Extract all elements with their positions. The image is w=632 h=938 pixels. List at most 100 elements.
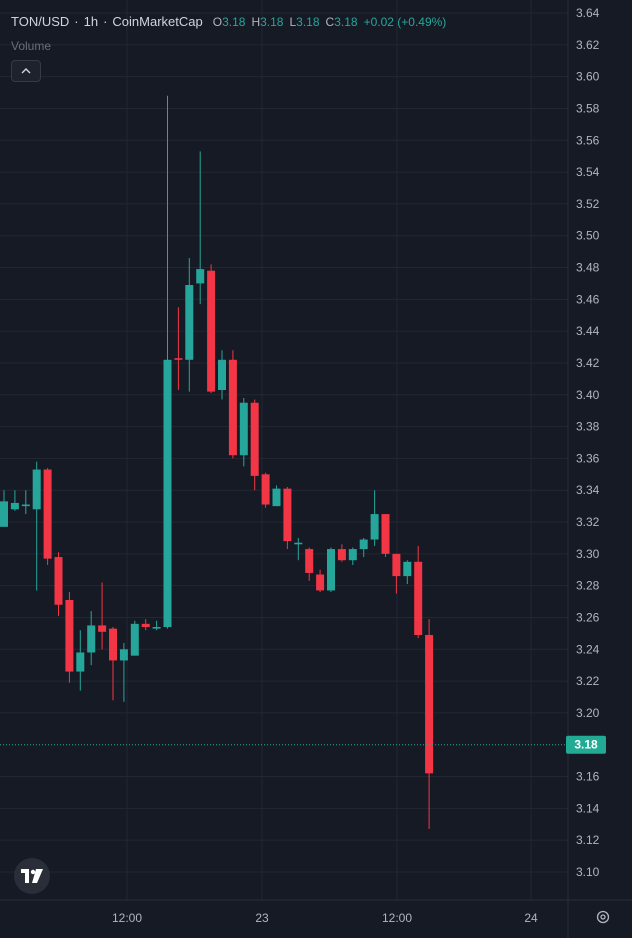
candle-body: [239, 402, 248, 456]
candle-body: [163, 359, 172, 628]
candle-body: [327, 549, 335, 591]
candle: [425, 619, 434, 830]
gear-icon[interactable]: [594, 908, 612, 926]
y-tick-label: 3.50: [576, 229, 600, 243]
candle: [261, 472, 270, 508]
symbol-legend: TON/USD · 1h · CoinMarketCap O3.18 H3.18…: [11, 14, 446, 29]
candle: [327, 547, 335, 593]
candle: [392, 553, 401, 594]
last-price-label: 3.18: [574, 738, 598, 752]
candle: [109, 627, 117, 701]
candle-body: [250, 402, 259, 476]
y-tick-label: 3.56: [576, 133, 600, 147]
interval-label[interactable]: 1h: [83, 14, 99, 29]
candle-body: [261, 474, 270, 505]
y-tick-label: 3.44: [576, 324, 600, 338]
y-tick-label: 3.62: [576, 38, 600, 52]
y-tick-label: 3.48: [576, 261, 600, 275]
candle: [305, 547, 314, 581]
candle-body: [76, 652, 85, 672]
legend-separator: ·: [74, 14, 79, 29]
symbol-name[interactable]: TON/USD: [11, 14, 70, 29]
price-change: +0.02 (+0.49%): [363, 14, 447, 29]
data-source-label: CoinMarketCap: [112, 14, 203, 29]
candle-body: [109, 628, 117, 661]
candle: [21, 490, 30, 515]
ohlc-low: L3.18: [289, 15, 319, 29]
candle-body: [21, 504, 30, 507]
candle-body: [283, 488, 292, 542]
y-tick-label: 3.24: [576, 642, 600, 656]
candle: [87, 611, 96, 666]
tradingview-logo-icon[interactable]: [14, 858, 50, 894]
candle: [65, 592, 74, 683]
candle-body: [98, 625, 107, 632]
legend-separator: ·: [103, 14, 108, 29]
candle: [130, 620, 139, 656]
candle: [0, 490, 8, 527]
y-tick-label: 3.58: [576, 101, 600, 115]
candle-body: [348, 549, 357, 561]
y-tick-label: 3.26: [576, 610, 600, 624]
y-tick-label: 3.12: [576, 833, 600, 847]
high-label: H: [251, 14, 261, 29]
last-price-badge: [566, 735, 606, 754]
candle: [119, 642, 128, 702]
y-tick-label: 3.54: [576, 165, 600, 179]
candle-body: [316, 574, 325, 591]
x-tick-label: 23: [255, 911, 269, 925]
y-tick-label: 3.32: [576, 515, 600, 529]
candle: [370, 490, 379, 546]
candle-body: [272, 488, 281, 507]
candle-body: [174, 358, 183, 360]
price-axis[interactable]: 3.64 3.62 3.60 3.58 3.56 3.54 3.52 3.50 3.48 3.46…: [566, 6, 606, 879]
ohlc-close: C3.18: [326, 15, 358, 29]
candle: [98, 582, 107, 650]
candle: [337, 544, 346, 562]
candle-body: [425, 634, 434, 774]
candle-body: [359, 539, 368, 550]
candle: [10, 490, 19, 511]
candle-body: [32, 469, 41, 510]
candle: [381, 514, 390, 558]
y-tick-label: 3.30: [576, 547, 600, 561]
y-tick-label: 3.40: [576, 388, 600, 402]
candle: [359, 537, 368, 558]
candles: [0, 95, 434, 830]
open-value: 3.18: [222, 14, 246, 29]
candle: [250, 399, 259, 491]
candle: [185, 257, 194, 392]
collapse-legend-button[interactable]: [11, 60, 41, 82]
candle-body: [152, 627, 161, 629]
candle-body: [337, 549, 346, 561]
candle: [32, 461, 41, 591]
candle-body: [218, 359, 226, 391]
candle: [239, 397, 248, 467]
candle-body: [0, 501, 8, 527]
candle: [152, 620, 161, 631]
candle-body: [54, 557, 63, 605]
candle: [141, 619, 150, 631]
y-tick-label: 3.16: [576, 770, 600, 784]
candle-body: [381, 514, 390, 554]
candle: [174, 307, 183, 391]
candle: [54, 552, 63, 616]
x-tick-label: 12:00: [382, 911, 412, 925]
candle-body: [141, 623, 150, 628]
candle: [163, 95, 172, 629]
open-label: O: [212, 14, 223, 29]
y-tick-label: 3.42: [576, 356, 600, 370]
candle: [403, 560, 412, 585]
y-tick-label: 3.52: [576, 197, 600, 211]
y-tick-label: 3.14: [576, 801, 600, 815]
candle-body: [403, 561, 412, 577]
candle-body: [228, 359, 237, 456]
volume-label: Volume: [11, 39, 52, 53]
chevron-up-icon: [21, 68, 31, 74]
time-axis[interactable]: 12:00 23 12:00 24: [112, 911, 538, 925]
candle: [283, 487, 292, 550]
y-tick-label: 3.22: [576, 674, 600, 688]
